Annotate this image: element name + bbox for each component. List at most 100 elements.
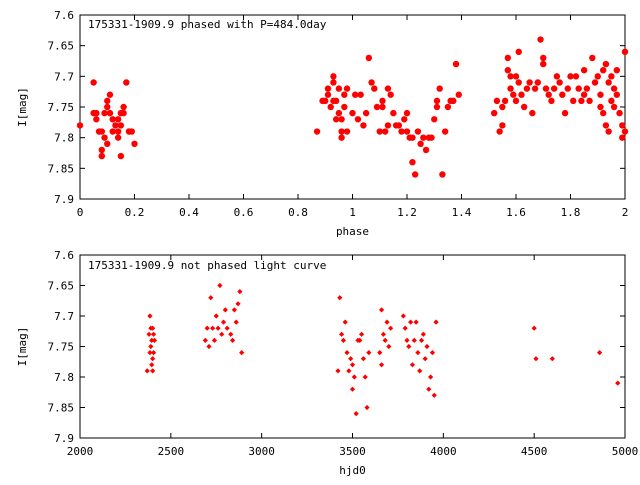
x-tick-label: 1.2 — [397, 206, 417, 219]
x-tick-label: 4500 — [521, 445, 548, 458]
data-point — [340, 337, 347, 343]
x-tick-label: 2 — [622, 206, 629, 219]
data-point — [583, 85, 591, 92]
data-point — [403, 128, 411, 135]
data-point — [335, 85, 343, 92]
data-point — [220, 319, 227, 325]
data-point — [114, 116, 122, 123]
data-point — [561, 109, 569, 117]
data-point — [390, 109, 397, 117]
data-point — [150, 325, 156, 331]
data-point — [518, 91, 525, 98]
x-tick-label: 4000 — [430, 445, 457, 458]
data-point — [556, 79, 563, 86]
data-point — [149, 362, 155, 368]
data-point — [335, 368, 341, 374]
data-point — [150, 350, 157, 356]
data-point — [496, 128, 503, 135]
data-point — [580, 91, 588, 98]
data-point — [533, 356, 539, 362]
data-point — [349, 386, 356, 392]
data-point — [616, 109, 623, 117]
data-point — [120, 109, 127, 117]
data-point — [499, 103, 506, 111]
data-point — [343, 128, 351, 135]
data-point — [362, 109, 370, 117]
data-point — [330, 73, 337, 80]
data-point — [537, 36, 544, 43]
data-point — [420, 331, 426, 337]
data-point — [387, 91, 394, 98]
data-point — [619, 134, 626, 141]
data-point — [382, 128, 389, 135]
x-tick-label: 2000 — [67, 445, 94, 458]
data-point — [450, 97, 457, 105]
data-point — [619, 122, 626, 129]
data-series — [76, 36, 629, 178]
data-point — [204, 325, 210, 331]
data-point — [93, 116, 100, 123]
data-point — [357, 91, 364, 98]
data-point — [540, 54, 547, 62]
data-point — [231, 307, 238, 313]
data-point — [343, 85, 351, 92]
data-point — [339, 331, 345, 337]
data-point — [341, 103, 348, 111]
data-point — [433, 103, 441, 111]
data-point — [377, 350, 383, 356]
data-point — [422, 146, 430, 154]
data-point — [233, 319, 239, 325]
data-point — [411, 337, 417, 343]
data-point — [600, 67, 607, 74]
data-point — [109, 128, 116, 135]
data-point — [600, 109, 607, 117]
data-point — [431, 116, 438, 123]
data-point — [104, 97, 111, 105]
data-point — [388, 325, 394, 331]
data-point — [344, 350, 350, 356]
y-tick-label: 7.8 — [54, 371, 74, 384]
data-point — [342, 319, 348, 325]
data-point — [417, 368, 423, 374]
data-point — [610, 103, 618, 111]
chart-panel-2: 2000 2500 3000 3500 4000 4500 5000 7.6 7.65 7.7 7.… — [16, 249, 638, 477]
data-point — [570, 97, 577, 105]
data-point — [104, 140, 111, 147]
data-point — [338, 116, 345, 123]
data-point — [409, 134, 416, 141]
x-tick-label: 0.2 — [125, 206, 145, 219]
data-point — [417, 140, 424, 147]
x-tick-label: 0 — [77, 206, 84, 219]
data-point — [433, 319, 439, 325]
data-point — [362, 374, 368, 380]
data-point — [580, 67, 588, 74]
data-point — [106, 91, 114, 98]
data-point — [365, 54, 373, 62]
data-point — [237, 289, 243, 295]
data-point — [559, 91, 566, 98]
data-point — [564, 85, 571, 92]
data-point — [120, 103, 127, 111]
data-point — [371, 85, 378, 92]
x-tick-label: 2500 — [158, 445, 185, 458]
data-point — [131, 140, 138, 147]
data-point — [386, 343, 392, 350]
data-point — [117, 122, 125, 129]
data-point — [398, 128, 405, 135]
x-tick-label: 0.8 — [288, 206, 308, 219]
data-point — [147, 350, 153, 356]
data-point — [455, 91, 462, 98]
data-point — [150, 331, 157, 337]
data-point — [512, 97, 520, 105]
data-point — [415, 350, 421, 356]
data-point — [206, 343, 212, 350]
data-point — [382, 337, 388, 343]
y-tick-label: 7.7 — [54, 70, 74, 83]
data-point — [93, 109, 100, 117]
x-tick-label: 0.4 — [179, 206, 199, 219]
y-tick-label: 7.75 — [48, 101, 75, 114]
data-point — [98, 128, 106, 135]
y-tick-label: 7.8 — [54, 132, 74, 145]
data-point — [332, 97, 340, 105]
data-point — [90, 79, 97, 86]
